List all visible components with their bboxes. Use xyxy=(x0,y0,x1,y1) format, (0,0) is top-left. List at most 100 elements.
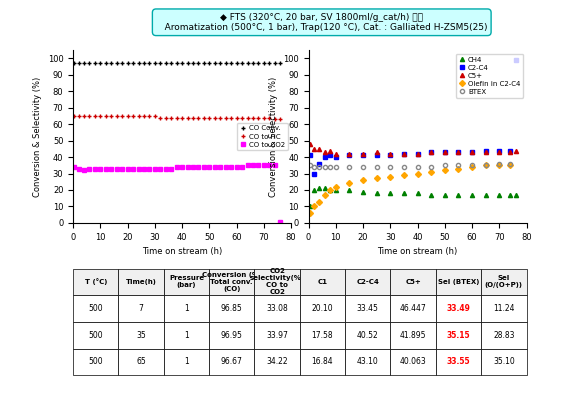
CO to HC xyxy=(162,115,169,120)
C5+ xyxy=(316,146,323,151)
CO Conv. xyxy=(255,61,262,66)
Olefin in C2-C4 xyxy=(327,187,334,192)
CO to HC xyxy=(271,117,278,122)
CO Conv. xyxy=(91,60,98,65)
CO to CO2 xyxy=(271,163,278,168)
CO Conv. xyxy=(86,60,93,65)
Line: CH4: CH4 xyxy=(308,186,518,209)
CH4 xyxy=(495,192,503,197)
CO to CO2 xyxy=(75,166,82,171)
Line: Olefin in C2-C4: Olefin in C2-C4 xyxy=(308,163,512,215)
Olefin in C2-C4 xyxy=(441,168,448,173)
C2-C4 xyxy=(311,171,318,176)
X-axis label: Time on stream (h): Time on stream (h) xyxy=(377,247,457,256)
CO to CO2 xyxy=(249,163,256,168)
C5+ xyxy=(428,150,435,155)
CO to HC xyxy=(81,114,88,119)
CO to CO2 xyxy=(184,165,191,170)
C5+ xyxy=(482,150,489,155)
CO Conv. xyxy=(244,61,251,66)
CO to CO2 xyxy=(190,165,197,170)
BTEX xyxy=(441,163,448,168)
Olefin in C2-C4 xyxy=(346,181,353,186)
Olefin in C2-C4 xyxy=(307,210,314,215)
CO Conv. xyxy=(266,61,273,66)
C2-C4 xyxy=(428,150,435,155)
CO to CO2 xyxy=(129,166,136,171)
Text: ◆ FTS (320°C, 20 bar, SV 1800ml/g_cat/h) 고정
   Aromatization (500°C, 1 bar), Tra: ◆ FTS (320°C, 20 bar, SV 1800ml/g_cat/h)… xyxy=(156,13,487,32)
Olefin in C2-C4 xyxy=(428,169,435,174)
CO to CO2 xyxy=(222,165,229,170)
CO to HC xyxy=(260,115,267,120)
CO Conv. xyxy=(157,61,164,66)
Olefin in C2-C4 xyxy=(469,165,476,170)
CO to CO2 xyxy=(97,166,104,171)
CH4 xyxy=(327,187,334,192)
CO to CO2 xyxy=(277,220,284,225)
CO to CO2 xyxy=(86,166,93,171)
CO Conv. xyxy=(260,61,267,66)
Line: CO Conv.: CO Conv. xyxy=(73,60,283,65)
CO Conv. xyxy=(222,61,229,66)
CO to HC xyxy=(217,115,224,120)
CO to HC xyxy=(91,114,98,119)
CO to HC xyxy=(239,115,246,120)
CH4 xyxy=(428,192,435,197)
Olefin in C2-C4 xyxy=(482,163,489,168)
CO to HC xyxy=(146,114,153,119)
BTEX xyxy=(507,161,514,166)
BTEX xyxy=(346,165,353,170)
BTEX xyxy=(311,165,318,170)
CH4 xyxy=(507,192,514,197)
C5+ xyxy=(512,148,519,153)
CO to CO2 xyxy=(244,163,251,168)
Olefin in C2-C4 xyxy=(332,184,339,189)
CO Conv. xyxy=(108,60,115,65)
CH4 xyxy=(332,187,339,192)
CO Conv. xyxy=(249,61,256,66)
BTEX xyxy=(482,163,489,168)
CO to CO2 xyxy=(113,166,121,171)
CO to CO2 xyxy=(140,166,147,171)
C5+ xyxy=(441,150,448,155)
CH4 xyxy=(400,191,407,196)
CH4 xyxy=(482,192,489,197)
CO to HC xyxy=(135,114,142,119)
CO Conv. xyxy=(195,61,202,66)
CO Conv. xyxy=(217,61,224,66)
CO Conv. xyxy=(124,60,131,65)
Olefin in C2-C4 xyxy=(360,178,367,183)
C5+ xyxy=(414,151,421,156)
CO to HC xyxy=(178,115,185,120)
CO to CO2 xyxy=(157,166,164,171)
Olefin in C2-C4 xyxy=(387,174,394,179)
Olefin in C2-C4 xyxy=(373,176,380,181)
BTEX xyxy=(495,161,503,166)
CO to CO2 xyxy=(162,166,169,171)
Olefin in C2-C4 xyxy=(321,192,328,197)
C5+ xyxy=(507,150,514,155)
Line: BTEX: BTEX xyxy=(308,162,512,169)
CO to CO2 xyxy=(217,165,224,170)
CO Conv. xyxy=(277,61,284,66)
C2-C4 xyxy=(455,150,462,155)
CO Conv. xyxy=(102,60,109,65)
CH4 xyxy=(316,186,323,191)
CO to CO2 xyxy=(228,165,235,170)
CO Conv. xyxy=(239,61,246,66)
BTEX xyxy=(307,163,314,168)
CO to CO2 xyxy=(135,166,142,171)
Olefin in C2-C4 xyxy=(400,173,407,178)
C2-C4 xyxy=(495,148,503,153)
C5+ xyxy=(332,151,339,156)
CO Conv. xyxy=(97,60,104,65)
CO Conv. xyxy=(228,61,235,66)
CO Conv. xyxy=(152,61,159,66)
CO to HC xyxy=(97,114,104,119)
CO to HC xyxy=(119,114,126,119)
C5+ xyxy=(327,148,334,153)
CO Conv. xyxy=(162,61,169,66)
CO Conv. xyxy=(146,61,153,66)
C5+ xyxy=(400,151,407,156)
C5+ xyxy=(469,150,476,155)
